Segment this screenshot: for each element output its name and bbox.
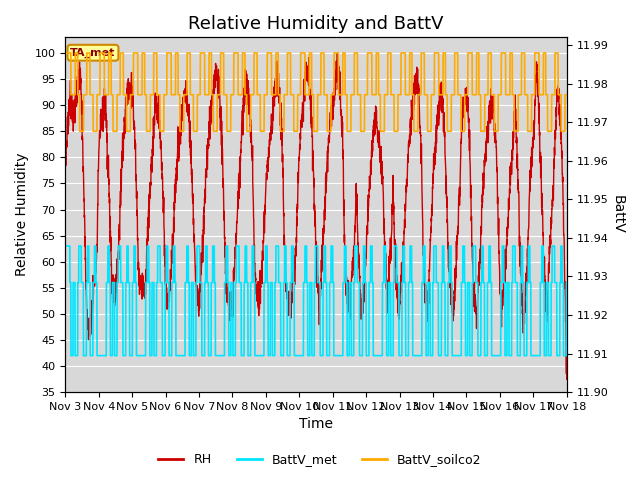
Legend: RH, BattV_met, BattV_soilco2: RH, BattV_met, BattV_soilco2 bbox=[154, 448, 486, 471]
Text: TA_met: TA_met bbox=[70, 48, 116, 58]
X-axis label: Time: Time bbox=[299, 418, 333, 432]
Y-axis label: Relative Humidity: Relative Humidity bbox=[15, 153, 29, 276]
Title: Relative Humidity and BattV: Relative Humidity and BattV bbox=[188, 15, 444, 33]
Y-axis label: BattV: BattV bbox=[611, 195, 625, 234]
